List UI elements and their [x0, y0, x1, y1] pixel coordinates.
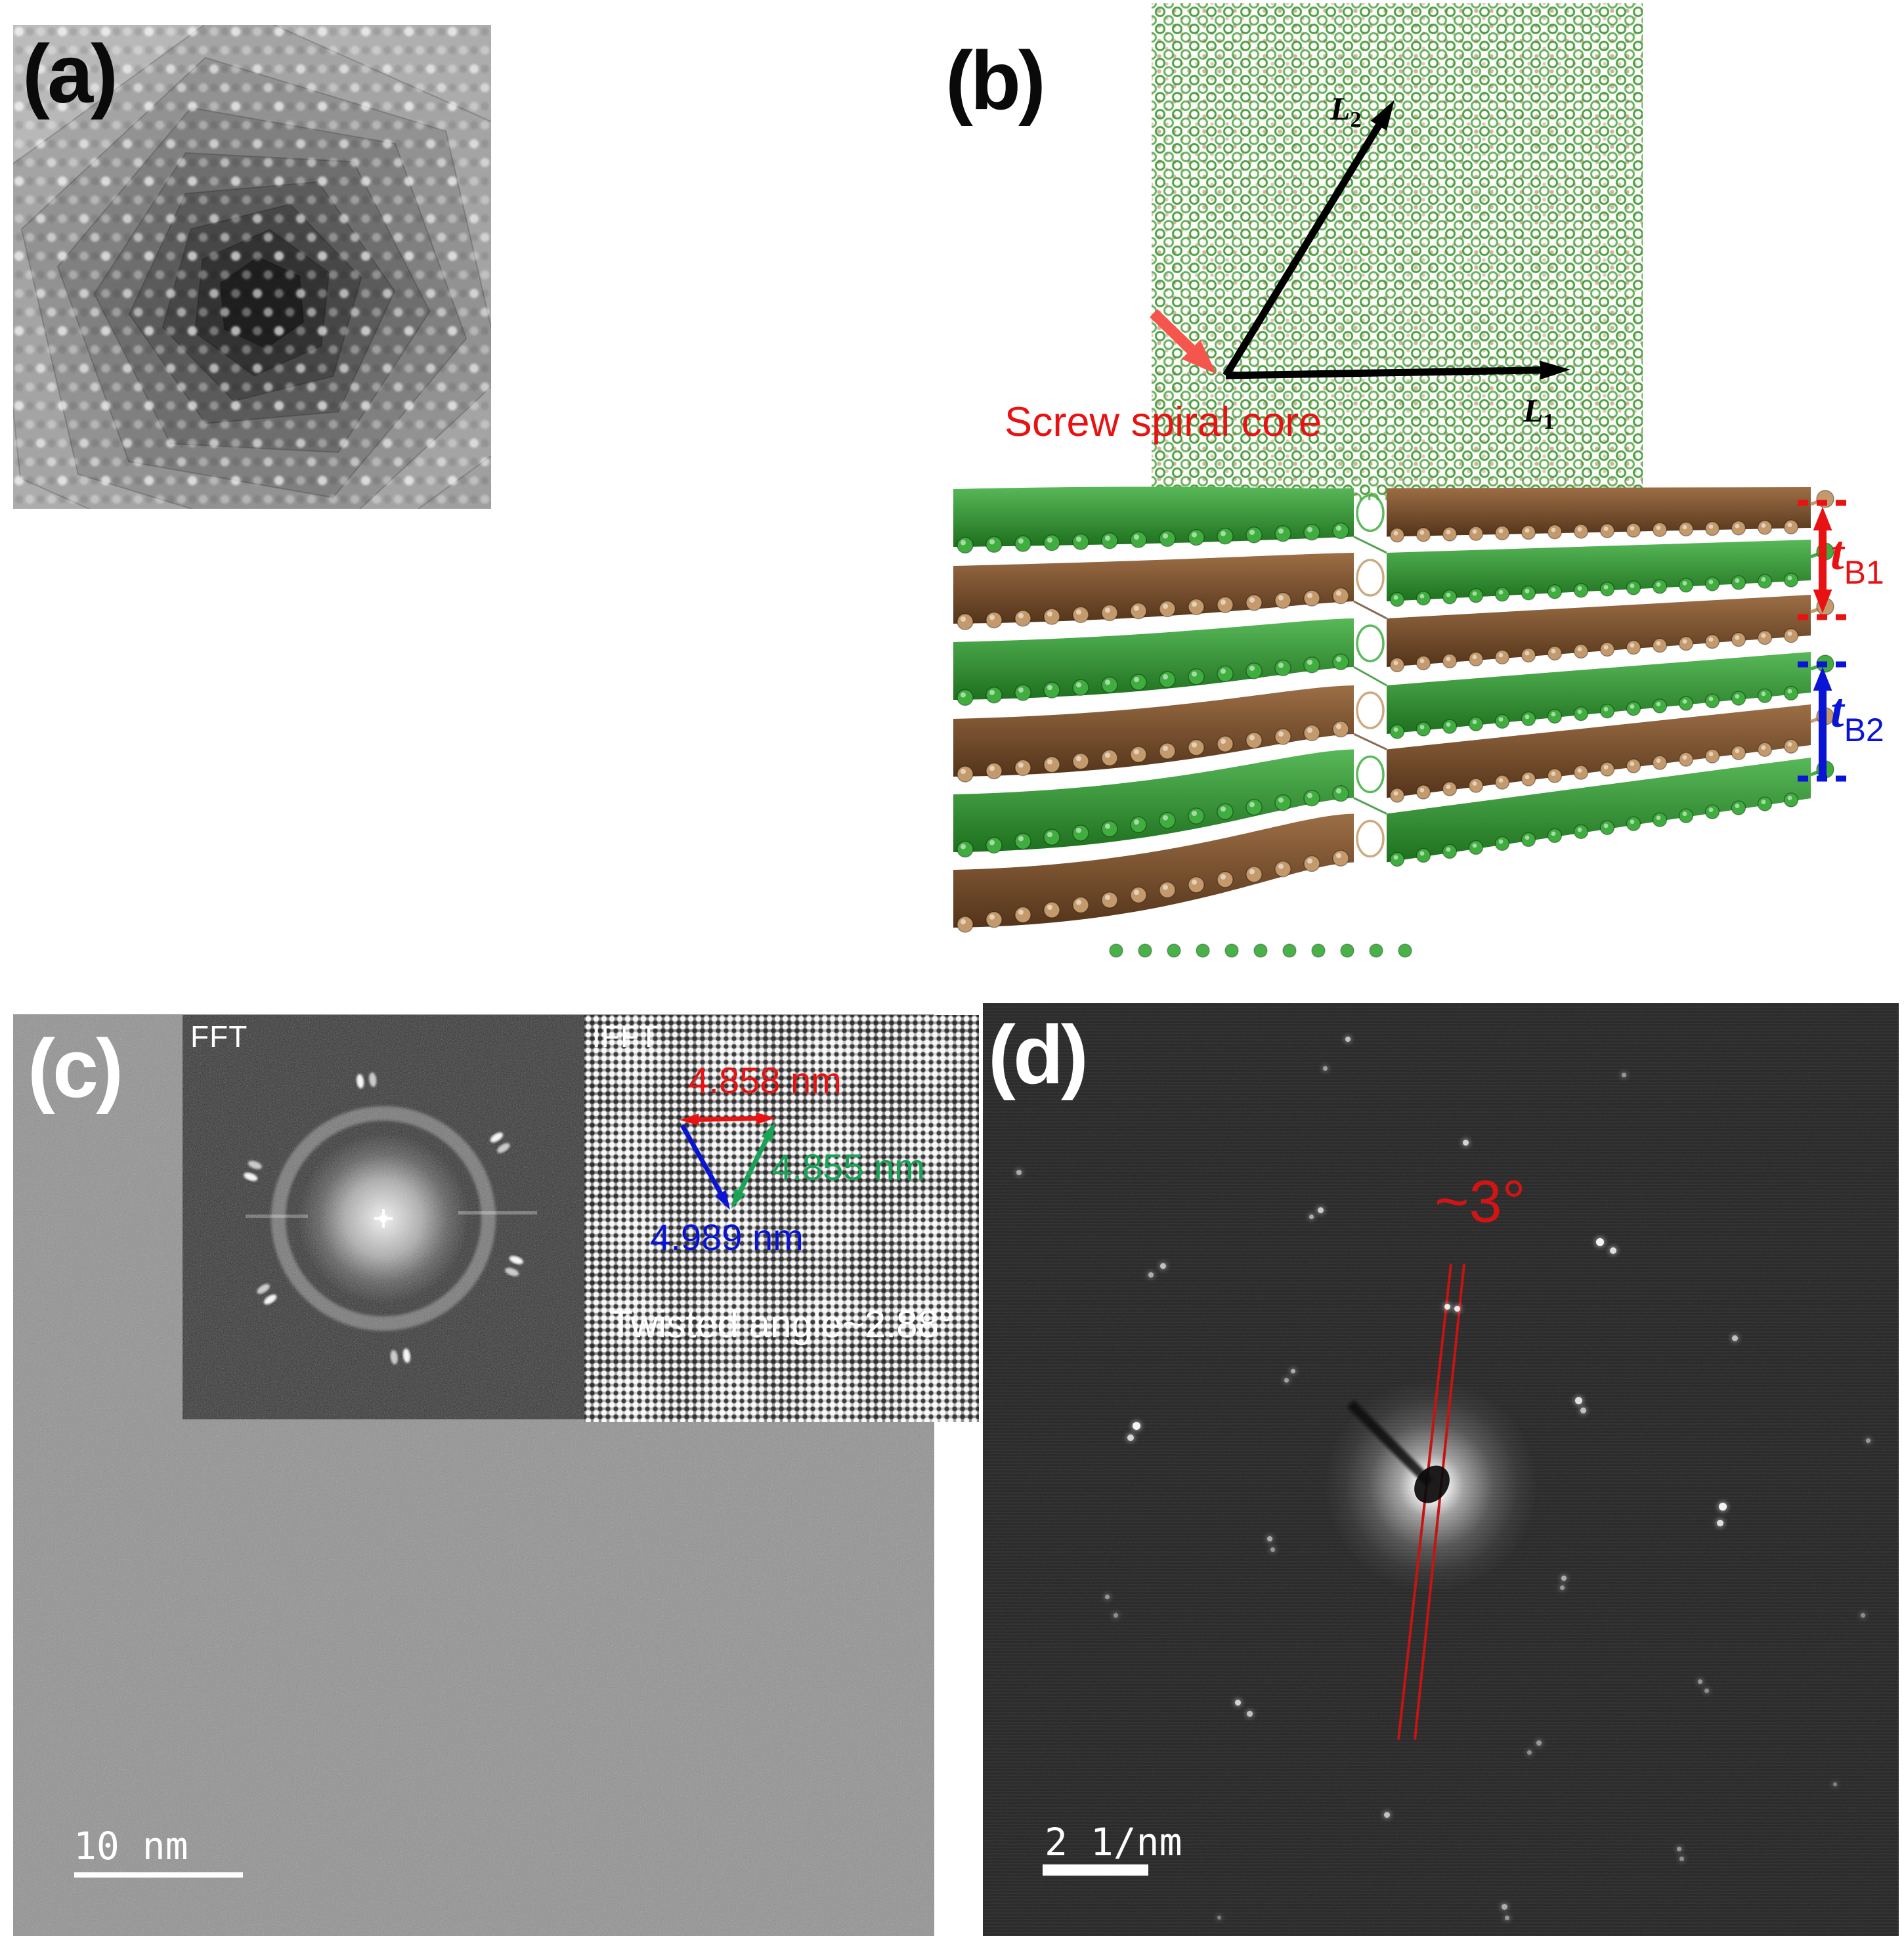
moire-spiral-simulation-image — [13, 25, 491, 509]
diffraction-spot — [1697, 1679, 1702, 1684]
scalebar-text-d: 2 1/nm — [1045, 1820, 1182, 1864]
panel-a-label: (a) — [22, 28, 118, 120]
diffraction-spot — [1574, 1396, 1582, 1404]
scalebar-line-c — [74, 1872, 243, 1878]
diffraction-spot — [1148, 1272, 1154, 1278]
diffraction-spot — [1704, 1688, 1709, 1693]
diffraction-spot — [1596, 1238, 1604, 1246]
diffraction-spot — [1454, 1305, 1460, 1312]
ifft-measurement-arrows — [680, 1112, 775, 1210]
diffraction-spot — [1322, 1065, 1328, 1071]
diffraction-spot — [1462, 1139, 1469, 1146]
panel-a: (a) — [13, 25, 491, 509]
diffraction-spot — [1113, 1612, 1118, 1618]
diffraction-spot — [1731, 1335, 1738, 1341]
diffraction-spot — [1865, 1438, 1871, 1443]
moire-period-red: 4.858 nm — [688, 1060, 842, 1101]
diffraction-spot — [1246, 1710, 1253, 1717]
panel-b-label: (b) — [945, 34, 1046, 127]
moire-period-green: 4.855 nm — [771, 1146, 925, 1188]
diffraction-spot — [1719, 1503, 1727, 1511]
diffraction-spot — [1559, 1585, 1565, 1590]
diffraction-spot — [1536, 1740, 1542, 1746]
twist-angle-note: Twisted angle~2.88° — [609, 1303, 954, 1346]
diffraction-spot — [1104, 1594, 1110, 1599]
diffraction-spot — [1217, 1916, 1221, 1920]
diffraction-spot — [1610, 1247, 1616, 1254]
vector-l2-label: L2 — [1330, 90, 1362, 132]
diffraction-spot — [1127, 1434, 1134, 1441]
diffraction-spot — [1621, 1072, 1626, 1077]
thickness-tb1-label: tB1 — [1830, 527, 1884, 591]
diffraction-spot — [1159, 1262, 1166, 1269]
scalebar-line-d — [1043, 1864, 1148, 1876]
panel-d: (d) ~3° 2 1/nm — [983, 1003, 1899, 1936]
diffraction-spot — [1444, 1303, 1450, 1310]
diffraction-spot — [1526, 1750, 1532, 1755]
ifft-label: IFFT — [592, 1020, 659, 1054]
diffraction-spot — [1676, 1846, 1681, 1851]
diffraction-spot — [1290, 1368, 1295, 1373]
twisted-bilayer-lattice-image — [1152, 3, 1643, 500]
moire-period-blue: 4.989 nm — [650, 1216, 804, 1258]
diffraction-spot — [1317, 1207, 1324, 1213]
diffraction-spot — [1267, 1536, 1272, 1541]
diffraction-spot — [1561, 1576, 1567, 1581]
layer-stack-side-view — [953, 486, 1853, 958]
diffraction-spot — [1284, 1377, 1289, 1383]
diffraction-spot — [1833, 1782, 1837, 1786]
lattice-vector-overlay — [1150, 100, 1570, 380]
diffraction-spot — [1309, 1214, 1314, 1219]
panel-c-label: (c) — [28, 1022, 123, 1115]
diffraction-spot — [1016, 1170, 1022, 1175]
panel-d-label: (d) — [988, 1008, 1089, 1101]
diffraction-spot — [1383, 1811, 1390, 1818]
screw-spiral-core-annotation: Screw spiral core — [1005, 399, 1322, 445]
diffraction-spot — [1679, 1856, 1684, 1861]
twist-angle-annotation: ~3° — [1435, 1169, 1526, 1235]
fft-label: FFT — [190, 1020, 248, 1054]
diffraction-spot — [1501, 1903, 1507, 1910]
fft-inset: FFT — [183, 1015, 584, 1419]
scalebar-text-c: 10 nm — [74, 1824, 188, 1868]
diffraction-spot — [1860, 1612, 1865, 1618]
ifft-inset: IFFT 4.858 nm 4.855 nm 4.989 nm Twisted … — [584, 1015, 979, 1422]
diffraction-spot — [1234, 1699, 1241, 1706]
vector-l1-label: L1 — [1523, 392, 1555, 434]
moire-dot-lattice — [13, 25, 491, 509]
diffraction-spot — [1504, 1915, 1509, 1920]
diffraction-spot — [1270, 1547, 1275, 1552]
fft-pattern — [244, 1072, 537, 1365]
diffraction-spot — [1133, 1422, 1140, 1430]
diffraction-annotations — [1347, 1263, 1465, 1740]
thickness-tb2-label: tB2 — [1830, 684, 1884, 748]
diffraction-spot — [1717, 1520, 1723, 1526]
diffraction-spot — [1345, 1037, 1351, 1042]
diffraction-spot — [1580, 1407, 1586, 1413]
